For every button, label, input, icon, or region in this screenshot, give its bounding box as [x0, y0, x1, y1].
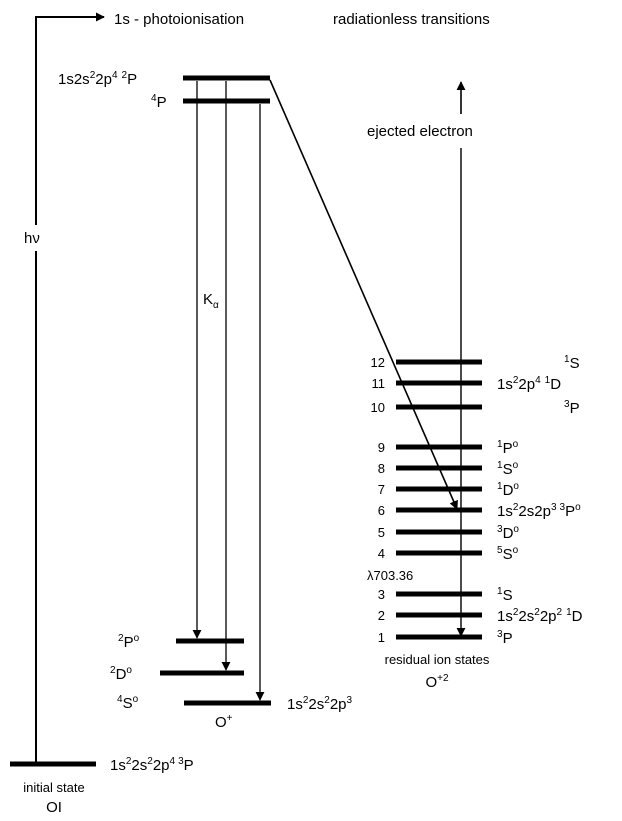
k-alpha-label: Kα — [203, 291, 219, 311]
o-plus2-ion-label: O+2 — [425, 673, 449, 691]
ejected-electron-label: ejected electron — [367, 123, 473, 140]
term-2-label: 1s22s22p2 1D — [497, 607, 583, 625]
term-4-label: 5So — [497, 545, 519, 563]
o-plus-ion-label: O+ — [215, 713, 233, 731]
final-term-4So: 4So — [117, 694, 139, 712]
residual-level-number: 6 — [378, 503, 385, 518]
term-8-label: 1So — [497, 460, 519, 478]
term-11-label: 1s22p4 1D — [497, 375, 561, 393]
ground-config-label: 1s22s22p3 — [287, 695, 353, 713]
final-term-2Po: 2Po — [118, 633, 140, 651]
residual-level-number: 1 — [378, 630, 385, 645]
photoionisation-label: 1s - photoionisation — [114, 11, 244, 28]
initial-state-ion: OI — [46, 799, 62, 816]
term-7-label: 1Do — [497, 481, 519, 499]
term-9-label: 1Po — [497, 439, 519, 457]
residual-level-number: 3 — [378, 587, 385, 602]
term-12-label: 1S — [564, 354, 580, 372]
residual-level-number: 9 — [378, 440, 385, 455]
residual-level-number: 7 — [378, 482, 385, 497]
residual-level-number: 8 — [378, 461, 385, 476]
residual-level-number: 12 — [371, 355, 385, 370]
radiationless-transition-arrow — [269, 79, 458, 510]
initial-state-caption: initial state — [23, 780, 84, 795]
term-6-label: 1s22s2p3 3Po — [497, 502, 581, 520]
term-3-label: 1S — [497, 586, 513, 604]
hnu-label-background — [26, 225, 50, 251]
term-10-label: 3P — [564, 399, 580, 417]
radiationless-transitions-label: radiationless transitions — [333, 11, 490, 28]
initial-state-config: 1s22s22p4 3P — [110, 756, 194, 774]
residual-level-number: 4 — [378, 546, 385, 561]
k-alpha-label-background — [202, 285, 224, 309]
residual-level-number: 2 — [378, 608, 385, 623]
hnu-label: hν — [24, 230, 40, 247]
residual-ion-levels: 12 11 10 9 8 7 6 5 4 3 2 1 — [371, 355, 482, 645]
wavelength-label: λ703.36 — [367, 568, 413, 583]
residual-level-number: 10 — [371, 400, 385, 415]
final-term-2Do: 2Do — [110, 665, 132, 683]
upper-config-label: 1s2s22p4 2P — [58, 70, 137, 88]
residual-level-number: 11 — [372, 376, 386, 391]
photoionisation-arrow — [35, 12, 105, 762]
term-1-label: 3P — [497, 629, 513, 647]
residual-ion-caption: residual ion states — [385, 652, 490, 667]
term-5-label: 3Do — [497, 524, 519, 542]
residual-level-number: 5 — [378, 525, 385, 540]
upper-quartet-label: 4P — [151, 93, 167, 111]
